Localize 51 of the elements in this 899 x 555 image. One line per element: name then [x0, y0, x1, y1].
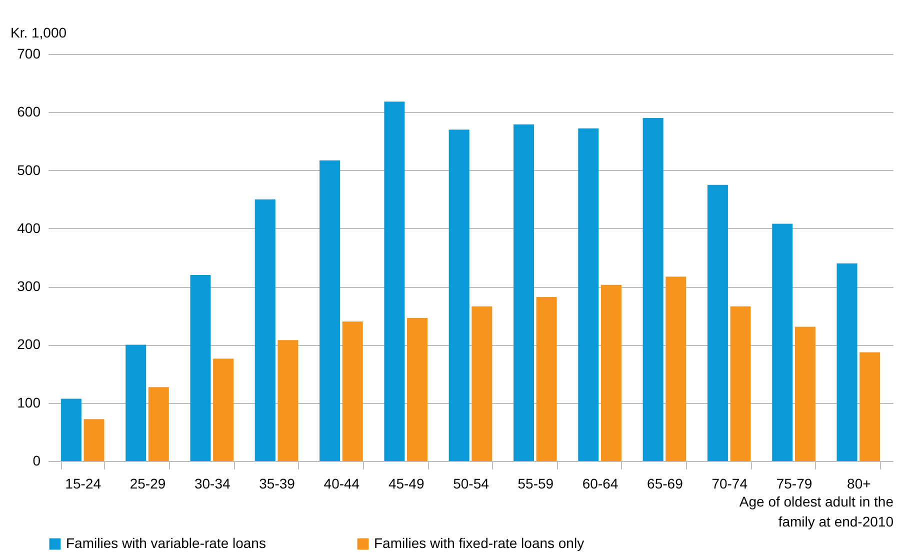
x-tick-label: 70-74 — [712, 476, 748, 492]
x-tick-label: 75-79 — [776, 476, 812, 492]
x-tick-label: 80+ — [847, 476, 871, 492]
y-tick-label: 200 — [17, 336, 41, 352]
x-tick-label: 55-59 — [518, 476, 554, 492]
x-tick-label: 60-64 — [582, 476, 618, 492]
bar — [126, 344, 146, 461]
bar — [254, 199, 276, 461]
bar — [666, 276, 686, 461]
bar — [860, 352, 880, 461]
y-tick-label: 300 — [17, 278, 41, 294]
x-tick-label: 50-54 — [453, 476, 490, 492]
bar — [836, 263, 858, 461]
bar — [578, 128, 599, 461]
bar — [536, 297, 557, 461]
bar — [772, 224, 793, 461]
bar — [60, 398, 82, 461]
bar — [642, 118, 664, 461]
y-tick-label: 400 — [17, 220, 41, 236]
x-tick-label: 35-39 — [259, 476, 296, 492]
bar — [278, 340, 298, 461]
bar — [472, 306, 492, 461]
x-tick-label: 25-29 — [130, 476, 166, 492]
bar — [320, 160, 340, 461]
x-axis-title: Age of oldest adult in the family at end-2010 — [739, 494, 894, 530]
bar — [794, 326, 816, 461]
bar — [342, 321, 363, 461]
x-tick-label: 65-69 — [647, 476, 684, 492]
bar — [84, 419, 104, 461]
y-tick-label: 500 — [17, 162, 41, 178]
legend-label: Families with variable-rate loans — [66, 535, 266, 551]
bar — [384, 102, 405, 461]
bar — [148, 387, 169, 461]
bar — [406, 318, 428, 461]
bar — [190, 274, 211, 461]
x-tick-label: 15-24 — [65, 476, 102, 492]
x-tick-label: 30-34 — [194, 476, 231, 492]
y-tick-label: 100 — [17, 394, 41, 410]
y-tick-label: 0 — [32, 452, 41, 468]
y-axis-title: Kr. 1,000 — [10, 24, 67, 40]
legend-label: Families with fixed-rate loans only — [374, 535, 584, 551]
bar — [448, 130, 470, 461]
y-tick-label: 600 — [17, 104, 41, 120]
x-tick-label: 40-44 — [324, 476, 360, 492]
y-tick-label: 700 — [17, 46, 41, 62]
bar — [730, 306, 751, 461]
bar — [513, 124, 534, 461]
bar — [213, 358, 234, 461]
x-tick-label: 45-49 — [388, 476, 424, 492]
bar — [707, 184, 728, 461]
bar — [600, 284, 622, 461]
